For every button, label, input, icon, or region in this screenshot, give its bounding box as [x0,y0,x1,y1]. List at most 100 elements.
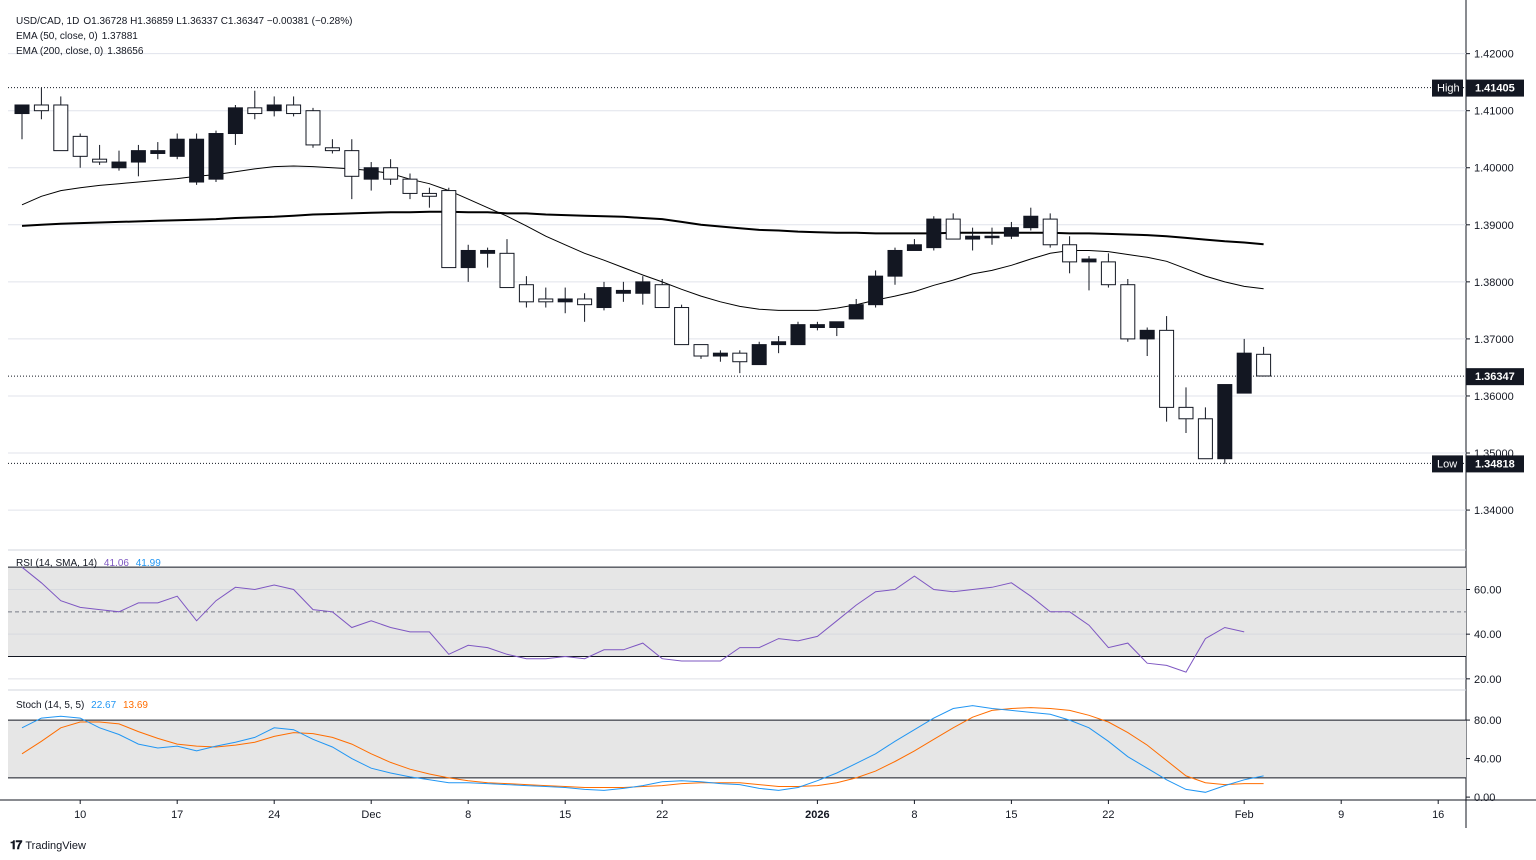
candle-body [790,324,806,346]
stoch-tick-label: 40.00 [1474,754,1502,766]
candle-body [402,178,418,194]
candle-body [305,110,321,146]
candle-body [1178,406,1194,420]
rsi-legend: RSI (14, SMA, 14) 41.06 41.99 [16,556,165,571]
candle-body [577,298,593,306]
candle-body [150,150,166,154]
rsi-value: 41.06 [103,558,129,569]
time-tick-label: 15 [559,809,571,821]
candle-body [557,298,573,303]
candle-body [1197,418,1213,460]
candle-body [1159,329,1175,408]
ema50-legend: EMA (50, close, 0) 1.37881 [16,29,356,44]
low-label-tag [1432,455,1463,473]
candle-body [441,190,457,269]
candle-body [53,104,69,152]
ema200-line [21,210,1264,246]
candle-body [1003,227,1019,237]
candle-body [945,218,961,240]
ema200-legend: EMA (200, close, 0) 1.38656 [16,44,356,59]
ema50-label: EMA (50, close, 0) [16,31,98,42]
candle-body [809,324,825,328]
time-tick-label: 17 [171,809,183,821]
candle-body [518,284,534,303]
rsi-label: RSI (14, SMA, 14) [16,558,98,569]
time-tick-label: 22 [1102,809,1114,821]
ema200-label: EMA (200, close, 0) [16,46,104,57]
stoch-band [8,720,1466,778]
ema50-value: 1.37881 [101,31,138,42]
candle-body [538,298,554,303]
candle-body [712,352,728,357]
price-tick-label: 1.39000 [1474,220,1514,232]
candle-body [169,138,185,157]
low-price-tag [1466,455,1524,473]
time-tick-label: 2026 [805,809,829,821]
candle-body [771,341,787,346]
rsi-tick-label: 60.00 [1474,585,1502,597]
ohlc-values: O1.36728 H1.36859 L1.36337 C1.36347 −0.0… [83,16,353,27]
candle-body [286,104,302,115]
candle-body [1217,384,1233,460]
candle-body [421,192,437,197]
candle-body [189,138,205,183]
brand-text: TradingView [25,839,86,852]
candle-body [247,107,263,115]
candle-body [965,235,981,240]
time-tick-label: 15 [1005,809,1017,821]
candle-body [363,167,379,180]
stoch-d-line [21,707,1264,788]
candle-body [130,150,146,163]
tradingview-logo-icon: 𝟏𝟕 [10,838,22,852]
candle-body [344,150,360,177]
candle-body [615,289,631,294]
high-price-value: 1.41405 [1475,83,1515,95]
stoch-legend: Stoch (14, 5, 5) 22.67 13.69 [16,698,152,713]
price-tick-label: 1.36000 [1474,391,1514,403]
time-tick-label: 16 [1432,809,1444,821]
symbol-label: USD/CAD, 1D [16,16,80,27]
candle-body [984,235,1000,239]
candle-body [1256,353,1272,377]
time-tick-label: Feb [1235,809,1254,821]
time-tick-label: 22 [656,809,668,821]
candle-body [72,135,88,157]
candle-body [868,275,884,306]
price-tick-label: 1.41000 [1474,106,1514,118]
candle-body [596,287,612,309]
time-tick-label: 10 [74,809,86,821]
candle-body [926,218,942,249]
last-price-tag [1466,368,1524,386]
candle-body [499,252,515,289]
candle-body [33,104,49,112]
candle-body [654,284,670,309]
candle-body [111,161,127,169]
candle-body [693,344,709,357]
time-tick-label: 8 [911,809,917,821]
stoch-tick-label: 80.00 [1474,715,1502,727]
price-tick-label: 1.34000 [1474,505,1514,517]
price-tick-label: 1.38000 [1474,277,1514,289]
candle-body [906,244,922,251]
candle-body [227,107,243,135]
candle-body [14,104,30,115]
candle-body [92,158,108,163]
candle-body [266,104,282,112]
symbol-ohlc: USD/CAD, 1D O1.36728 H1.36859 L1.36337 C1… [16,14,356,29]
candle-body [829,321,845,328]
stoch-d-value: 13.69 [122,700,148,711]
tradingview-brand[interactable]: 𝟏𝟕 TradingView [10,838,86,853]
stoch-k-value: 22.67 [91,700,117,711]
rsi-tick-label: 20.00 [1474,674,1502,686]
low-label-text: Low [1437,458,1457,470]
rsi-tick-label: 40.00 [1474,629,1502,641]
time-tick-label: 8 [465,809,471,821]
last-price-value: 1.36347 [1475,371,1515,383]
high-label-text: High [1437,83,1460,95]
candle-body [1062,244,1078,263]
low-price-value: 1.34818 [1475,458,1515,470]
candle-body [848,304,864,320]
ema50-line [21,165,1264,311]
candle-body [1081,258,1097,263]
stoch-label: Stoch (14, 5, 5) [16,700,85,711]
